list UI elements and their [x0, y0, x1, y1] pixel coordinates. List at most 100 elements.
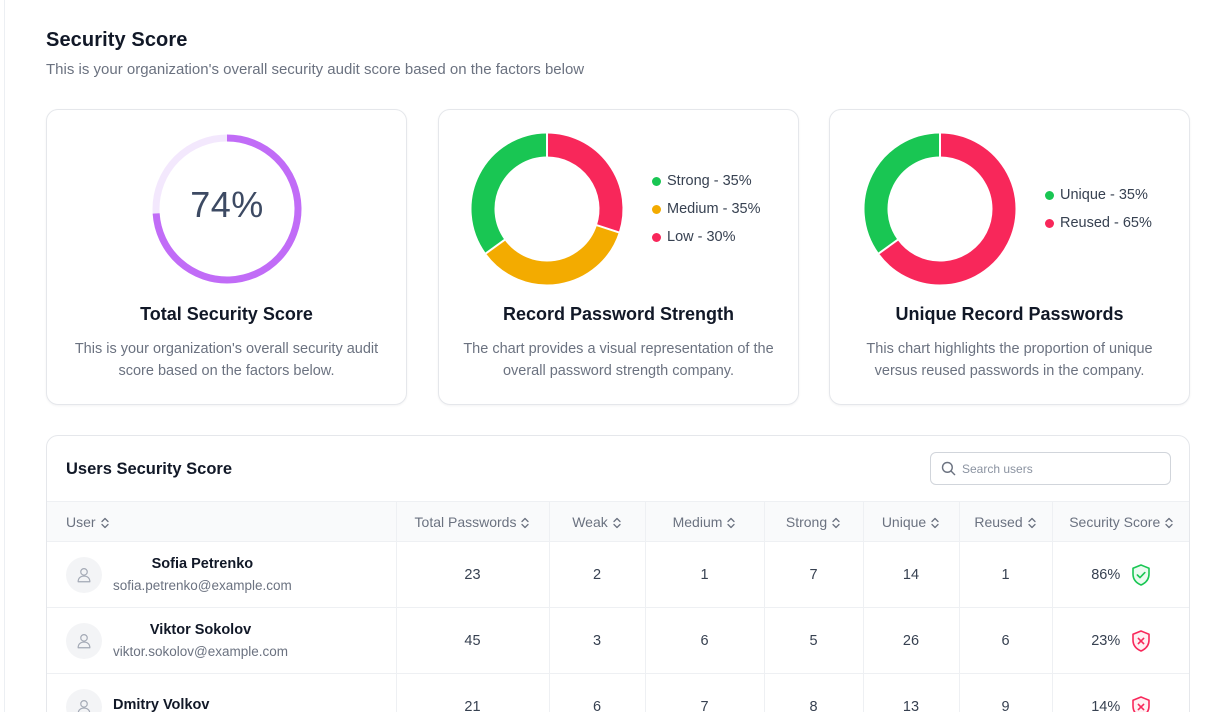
unique-slice-separator [877, 238, 899, 255]
unique-passwords-donut [864, 132, 1016, 285]
legend-item-strong: Strong - 35% [652, 167, 760, 195]
legend-dot [1045, 218, 1054, 228]
column-header-total-passwords[interactable]: Total Passwords [396, 501, 550, 542]
table-row[interactable]: Dmitry Volkov 21 6 7 8 13 9 14% [47, 673, 1189, 712]
column-header-label: Strong [785, 513, 828, 530]
user-placeholder-icon [77, 567, 91, 582]
total-score-value: 74% [190, 184, 264, 225]
password-strength-title: Record Password Strength [502, 304, 735, 324]
table-header-row: User Total Passwords Weak Medium Strong … [47, 501, 1189, 542]
sort-icon [1027, 517, 1036, 528]
users-security-score-panel: Users Security Score User Total Password… [46, 435, 1190, 712]
total-score-title: Total Security Score [140, 304, 313, 324]
avatar [66, 556, 102, 593]
shield-x-icon [1132, 629, 1151, 652]
user-cell: Dmitry Volkov [47, 673, 397, 712]
sort-icon [1165, 517, 1173, 528]
legend-label: Medium - 35% [667, 201, 761, 217]
security-score-value: 14% [1091, 698, 1121, 712]
legend-dot [1045, 190, 1054, 200]
unique-slice-reused [878, 133, 1016, 285]
search-icon [941, 461, 956, 476]
total-score-gauge [152, 134, 302, 284]
search-users-input[interactable] [962, 461, 1162, 476]
legend-item-low: Low - 30% [652, 223, 760, 251]
legend-dot [652, 204, 661, 214]
users-table-title: Users Security Score [66, 460, 233, 478]
security-score-value: 86% [1091, 566, 1121, 583]
column-header-label: Weak [572, 513, 608, 530]
table-row[interactable]: Viktor Sokolov viktor.sokolov@example.co… [47, 607, 1189, 674]
total-passwords-cell: 21 [396, 673, 550, 712]
avatar [66, 688, 102, 712]
strong-cell: 7 [764, 541, 864, 608]
shield-x-icon [1132, 695, 1151, 712]
page-title: Security Score [46, 29, 188, 51]
medium-cell: 6 [645, 607, 765, 674]
page-subtitle: This is your organization's overall secu… [46, 61, 585, 78]
total-score-description: This is your organization's overall secu… [74, 341, 379, 379]
sort-icon [931, 517, 939, 528]
security-score-cell: 14% [1052, 673, 1189, 712]
strength-slice-separator [484, 238, 506, 255]
password-strength-description: The chart provides a visual representati… [463, 341, 774, 379]
table-row[interactable]: Sofia Petrenko sofia.petrenko@example.co… [47, 541, 1189, 608]
gauge-progress-arc [152, 134, 302, 284]
column-header-reused[interactable]: Reused [959, 501, 1053, 542]
strength-slice-medium [485, 224, 619, 285]
legend-label: Unique - 35% [1060, 187, 1148, 203]
column-header-strong[interactable]: Strong [764, 501, 864, 542]
user-name: Dmitry Volkov [113, 696, 210, 712]
column-header-medium[interactable]: Medium [645, 501, 765, 542]
legend-item-unique: Unique - 35% [1045, 181, 1152, 209]
strength-slice-low [546, 133, 623, 233]
legend-label: Reused - 65% [1060, 215, 1152, 231]
user-cell: Viktor Sokolov viktor.sokolov@example.co… [47, 607, 397, 674]
column-header-security-score[interactable]: Security Score [1052, 501, 1189, 542]
total-passwords-cell: 23 [396, 541, 550, 608]
column-header-user[interactable]: User [47, 501, 397, 542]
medium-cell: 7 [645, 673, 765, 712]
user-placeholder-icon [77, 633, 91, 648]
reused-cell: 1 [959, 541, 1053, 608]
user-name: Sofia Petrenko [151, 555, 254, 572]
legend-item-medium: Medium - 35% [652, 195, 760, 223]
column-header-unique[interactable]: Unique [863, 501, 960, 542]
legend-label: Low - 30% [667, 229, 736, 245]
user-cell: Sofia Petrenko sofia.petrenko@example.co… [47, 541, 397, 608]
search-users-box[interactable] [930, 452, 1171, 485]
password-strength-legend: Strong - 35% Medium - 35% Low - 30% [652, 167, 760, 251]
password-strength-donut [471, 132, 623, 285]
unique-cell: 14 [863, 541, 960, 608]
strong-cell: 5 [764, 607, 864, 674]
unique-passwords-description: This chart highlights the proportion of … [866, 341, 1153, 379]
column-header-label: Security Score [1069, 513, 1161, 530]
unique-cell: 13 [863, 673, 960, 712]
column-header-label: Reused [974, 513, 1023, 530]
user-email: sofia.petrenko@example.com [113, 577, 292, 593]
weak-cell: 3 [549, 607, 646, 674]
security-score-cell: 86% [1052, 541, 1189, 608]
password-strength-card: Strong - 35% Medium - 35% Low - 30% Reco… [438, 109, 799, 405]
reused-cell: 6 [959, 607, 1053, 674]
column-header-label: Unique [881, 513, 927, 530]
user-email: viktor.sokolov@example.com [113, 643, 289, 659]
security-score-cell: 23% [1052, 607, 1189, 674]
sort-icon [613, 517, 621, 528]
column-header-weak[interactable]: Weak [549, 501, 646, 542]
sort-icon [521, 517, 530, 528]
legend-dot [652, 176, 661, 186]
column-header-label: Total Passwords [414, 513, 517, 530]
unique-cell: 26 [863, 607, 960, 674]
column-header-label: Medium [672, 513, 723, 530]
sort-icon [100, 517, 109, 528]
strength-slice-separator [595, 223, 621, 234]
strong-cell: 8 [764, 673, 864, 712]
avatar [66, 622, 102, 659]
strength-slice-strong [471, 133, 548, 254]
users-table: User Total Passwords Weak Medium Strong … [47, 501, 1189, 712]
total-security-score-card: 74% Total Security Score This is your or… [46, 109, 407, 405]
reused-cell: 9 [959, 673, 1053, 712]
sort-icon [727, 517, 736, 528]
user-placeholder-icon [77, 699, 91, 712]
